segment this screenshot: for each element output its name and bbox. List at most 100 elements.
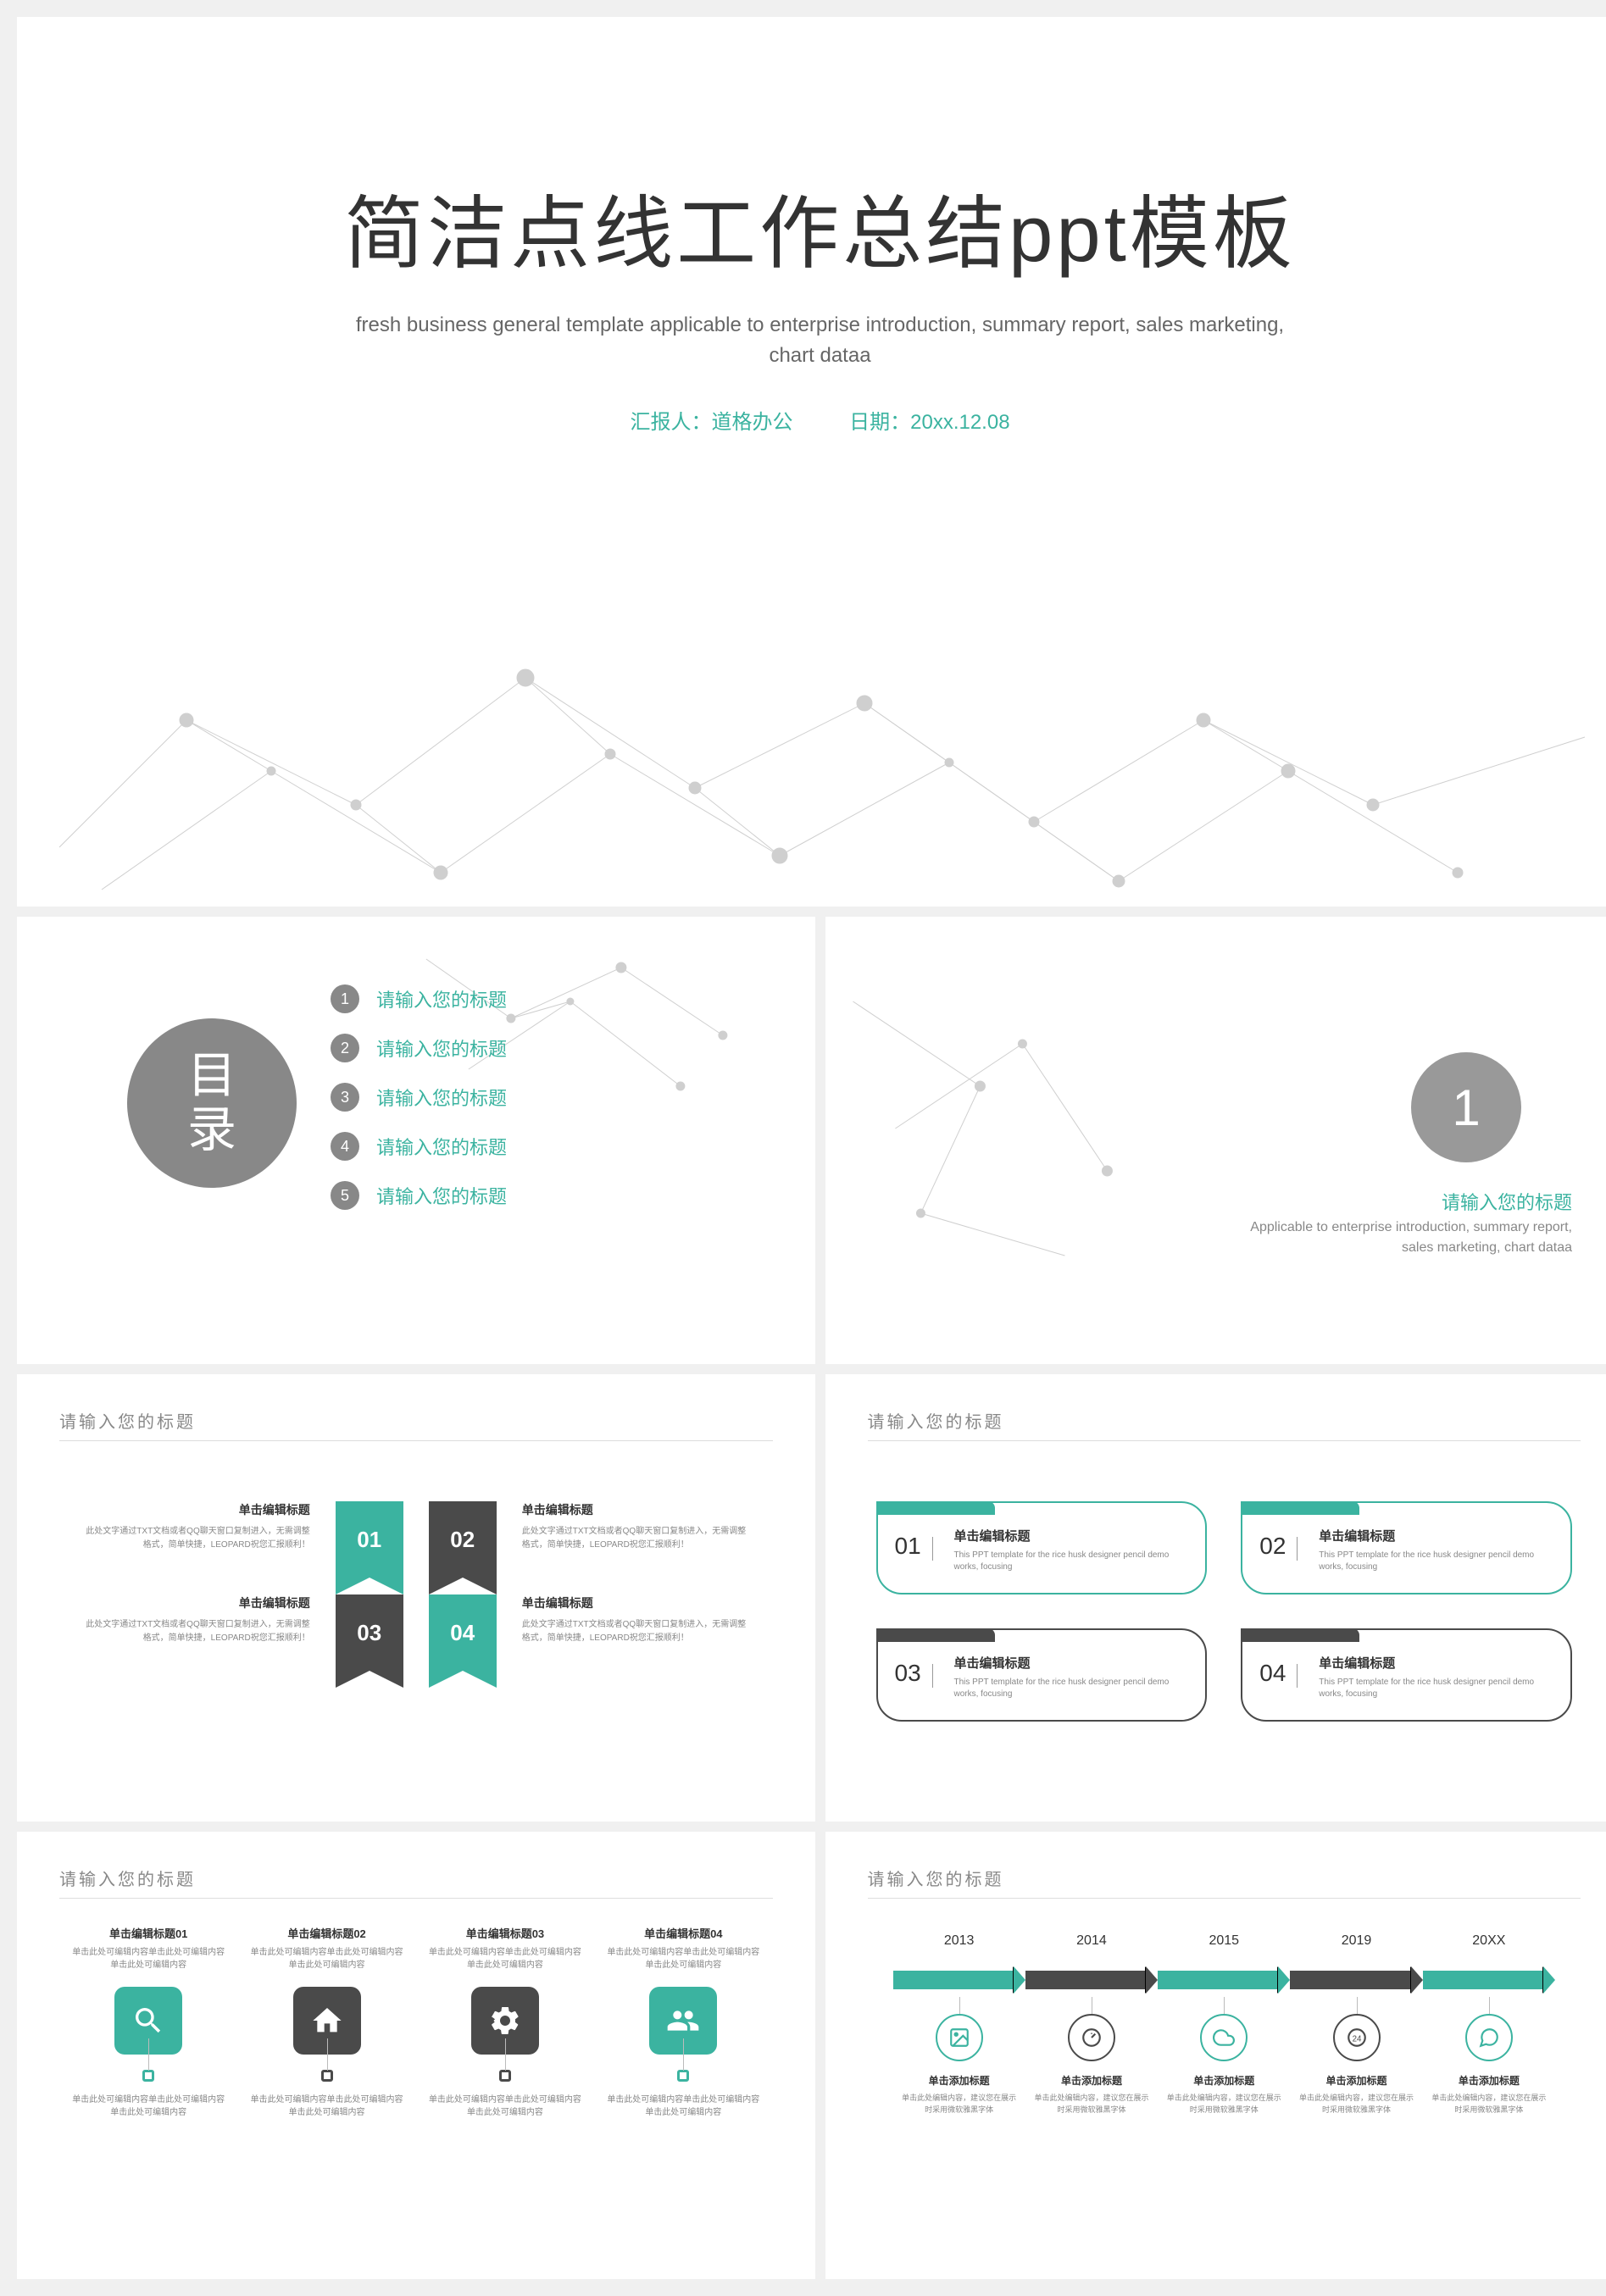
toc-number: 3 (331, 1083, 359, 1112)
timeline-item: 单击添加标题单击此处编辑内容，建议您在展示时采用微软雅黑字体 (1158, 2014, 1290, 2116)
tl-title: 单击添加标题 (1158, 2073, 1290, 2088)
connector-dot (677, 2070, 689, 2082)
icon-desc: 单击此处可编辑内容单击此处可编辑内容单击此处可编辑内容 (607, 1946, 759, 1972)
slide-toc: 目 录 1 请输入您的标题 2 请输入您的标题 3请输入您的标题 4 请输入您的标题 5请输入… (17, 917, 815, 1364)
rbox-tab (876, 1501, 995, 1515)
timeline-item: 单击添加标题单击此处编辑内容，建议您在展示时采用微软雅黑字体 (1423, 2014, 1555, 2116)
template-gallery: 简洁点线工作总结ppt模板 fresh business general tem… (17, 17, 1606, 2279)
ribbon-badge: 01 (336, 1501, 403, 1578)
slide-section: 1 请输入您的标题 Applicable to enterprise intro… (825, 917, 1606, 1364)
slide-header: 请输入您的标题 (868, 1408, 1004, 1433)
toc-text: 请输入您的标题 (376, 1034, 507, 1062)
arrow-segment (1025, 1967, 1158, 1993)
tl-title: 单击添加标题 (893, 2073, 1025, 2088)
toc-text: 请输入您的标题 (376, 1133, 507, 1160)
rbox-tab (876, 1628, 995, 1642)
icon-column: 单击编辑标题02单击此处可编辑内容单击此处可编辑内容单击此处可编辑内容单击此处可… (251, 1925, 403, 2119)
divider (868, 1898, 1581, 1899)
ribbon-text: 单击编辑标题此处文字通过TXT文档或者QQ聊天窗口复制进入，无需调整格式，简单快… (522, 1594, 747, 1645)
rbox-tab (1241, 1501, 1359, 1515)
date: 日期：20xx.12.08 (849, 411, 1009, 434)
rbox-desc: This PPT template for the rice husk desi… (954, 1677, 1189, 1700)
icon-desc: 单击此处可编辑内容单击此处可编辑内容单击此处可编辑内容 (429, 1946, 581, 1972)
timeline-item: 单击添加标题单击此处编辑内容，建议您在展示时采用微软雅黑字体 (1025, 2014, 1158, 2116)
svg-text:24: 24 (1352, 2034, 1361, 2044)
tl-title: 单击添加标题 (1025, 2073, 1158, 2088)
tl-desc: 单击此处编辑内容，建议您在展示时采用微软雅黑字体 (1025, 2093, 1158, 2116)
timeline-item: 单击添加标题单击此处编辑内容，建议您在展示时采用微软雅黑字体 (893, 2014, 1025, 2116)
tl-desc: 单击此处编辑内容，建议您在展示时采用微软雅黑字体 (893, 2093, 1025, 2116)
tl-desc: 单击此处编辑内容，建议您在展示时采用微软雅黑字体 (1423, 2093, 1555, 2116)
section-desc: Applicable to enterprise introduction, s… (1233, 1217, 1572, 1258)
icon-desc: 单击此处可编辑内容单击此处可编辑内容单击此处可编辑内容 (72, 1946, 225, 1972)
icon-desc: 单击此处可编辑内容单击此处可编辑内容单击此处可编辑内容 (429, 2094, 581, 2119)
icon-title: 单击编辑标题01 (72, 1925, 225, 1941)
timeline-icons: 单击添加标题单击此处编辑内容，建议您在展示时采用微软雅黑字体单击添加标题单击此处… (893, 2014, 1556, 2116)
icon-desc: 单击此处可编辑内容单击此处可编辑内容单击此处可编辑内容 (72, 2094, 225, 2119)
toc-list: 1 请输入您的标题 2 请输入您的标题 3请输入您的标题 4 请输入您的标题 5请输入您的标题 (331, 984, 507, 1230)
divider (59, 1898, 773, 1899)
rbox-desc: This PPT template for the rice husk desi… (954, 1550, 1189, 1573)
slide-title: 简洁点线工作总结ppt模板 fresh business general tem… (17, 17, 1606, 907)
toc-text: 请输入您的标题 (376, 985, 507, 1012)
slide-header: 请输入您的标题 (868, 1866, 1004, 1890)
icon-title: 单击编辑标题03 (429, 1925, 581, 1941)
rounded-box: 04单击编辑标题This PPT template for the rice h… (1241, 1628, 1572, 1722)
slide-timeline: 请输入您的标题 201320142015201920XX 单击添加标题单击此处编… (825, 1832, 1606, 2279)
ribbon-text: 单击编辑标题此处文字通过TXT文档或者QQ聊天窗口复制进入，无需调整格式，简单快… (85, 1501, 310, 1552)
rounded-box: 01 单击编辑标题 This PPT template for the rice h… (876, 1501, 1208, 1594)
connector-dot (321, 2070, 333, 2082)
subtitle: fresh business general template applicab… (17, 310, 1606, 371)
rbox-num: 04 (1259, 1660, 1286, 1687)
arrow-segment (1290, 1967, 1422, 1993)
timeline-year: 2014 (1025, 1933, 1158, 1949)
toc-item: 4 请输入您的标题 (331, 1132, 507, 1161)
section-number: 1 (1411, 1052, 1521, 1162)
icon-row: 单击编辑标题01单击此处可编辑内容单击此处可编辑内容单击此处可编辑内容单击此处可… (59, 1925, 773, 2119)
toc-item: 5请输入您的标题 (331, 1181, 507, 1210)
network-decoration-icon (825, 917, 1220, 1364)
toc-number: 4 (331, 1132, 359, 1161)
toc-number: 2 (331, 1034, 359, 1062)
meta-line: 汇报人：道格办公 日期：20xx.12.08 (17, 405, 1606, 435)
timeline-year: 2019 (1290, 1933, 1422, 1949)
timeline-arrows (893, 1967, 1556, 1993)
arrow-segment (1423, 1967, 1555, 1993)
timeline-item: 24单击添加标题单击此处编辑内容，建议您在展示时采用微软雅黑字体 (1290, 2014, 1422, 2116)
icon-column: 单击编辑标题03 单击此处可编辑内容单击此处可编辑内容单击此处可编辑内容单击此处可… (429, 1925, 581, 2119)
rbox-title: 单击编辑标题 (954, 1654, 1189, 1672)
connector-dot (142, 2070, 154, 2082)
clock-icon: 24 (1333, 2014, 1381, 2061)
tl-desc: 单击此处编辑内容，建议您在展示时采用微软雅黑字体 (1158, 2093, 1290, 2116)
slide-icon-columns: 请输入您的标题 单击编辑标题01 单击此处可编辑内容单击此处可编辑内容单击此处可编… (17, 1832, 815, 2279)
rbox-tab (1241, 1628, 1359, 1642)
slide-header: 请输入您的标题 (59, 1866, 196, 1890)
icon-desc: 单击此处可编辑内容单击此处可编辑内容单击此处可编辑内容 (251, 1946, 403, 1972)
main-title: 简洁点线工作总结ppt模板 (17, 169, 1606, 285)
icon-column: 单击编辑标题01 单击此处可编辑内容单击此处可编辑内容单击此处可编辑内容单击此处可… (72, 1925, 225, 2119)
ribbon-text: 单击编辑标题此处文字通过TXT文档或者QQ聊天窗口复制进入，无需调整格式，简单快… (522, 1501, 747, 1552)
toc-number: 1 (331, 984, 359, 1013)
toc-circle: 目 录 (127, 1018, 297, 1188)
rounded-box: 03 单击编辑标题 This PPT template for the rice h… (876, 1628, 1208, 1722)
rbox-desc: This PPT template for the rice husk desi… (1319, 1550, 1553, 1573)
icon-title: 单击编辑标题02 (251, 1925, 403, 1941)
network-bg-icon (17, 551, 1606, 907)
rounded-box: 02 单击编辑标题 This PPT template for the rice h… (1241, 1501, 1572, 1594)
rbox-desc: This PPT template for the rice husk desi… (1319, 1677, 1553, 1700)
toc-item: 2 请输入您的标题 (331, 1034, 507, 1062)
toc-item: 3请输入您的标题 (331, 1083, 507, 1112)
icon-column: 单击编辑标题04单击此处可编辑内容单击此处可编辑内容单击此处可编辑内容单击此处可… (607, 1925, 759, 2119)
rbox-num: 03 (895, 1660, 921, 1687)
connector-dot (499, 2070, 511, 2082)
tl-title: 单击添加标题 (1290, 2073, 1422, 2088)
rbox-title: 单击编辑标题 (954, 1527, 1189, 1545)
ribbon-badge: 03 (336, 1594, 403, 1671)
toc-number: 5 (331, 1181, 359, 1210)
rbox-num: 02 (1259, 1533, 1286, 1560)
toc-char-2: 录 (187, 1103, 236, 1157)
rbox-title: 单击编辑标题 (1319, 1527, 1553, 1545)
slide-rounded-boxes: 请输入您的标题 01 单击编辑标题 This PPT template for th… (825, 1374, 1606, 1822)
rbox-num: 01 (895, 1533, 921, 1560)
ribbon-grid: 单击编辑标题此处文字通过TXT文档或者QQ聊天窗口复制进入，无需调整格式，简单快… (85, 1501, 747, 1671)
